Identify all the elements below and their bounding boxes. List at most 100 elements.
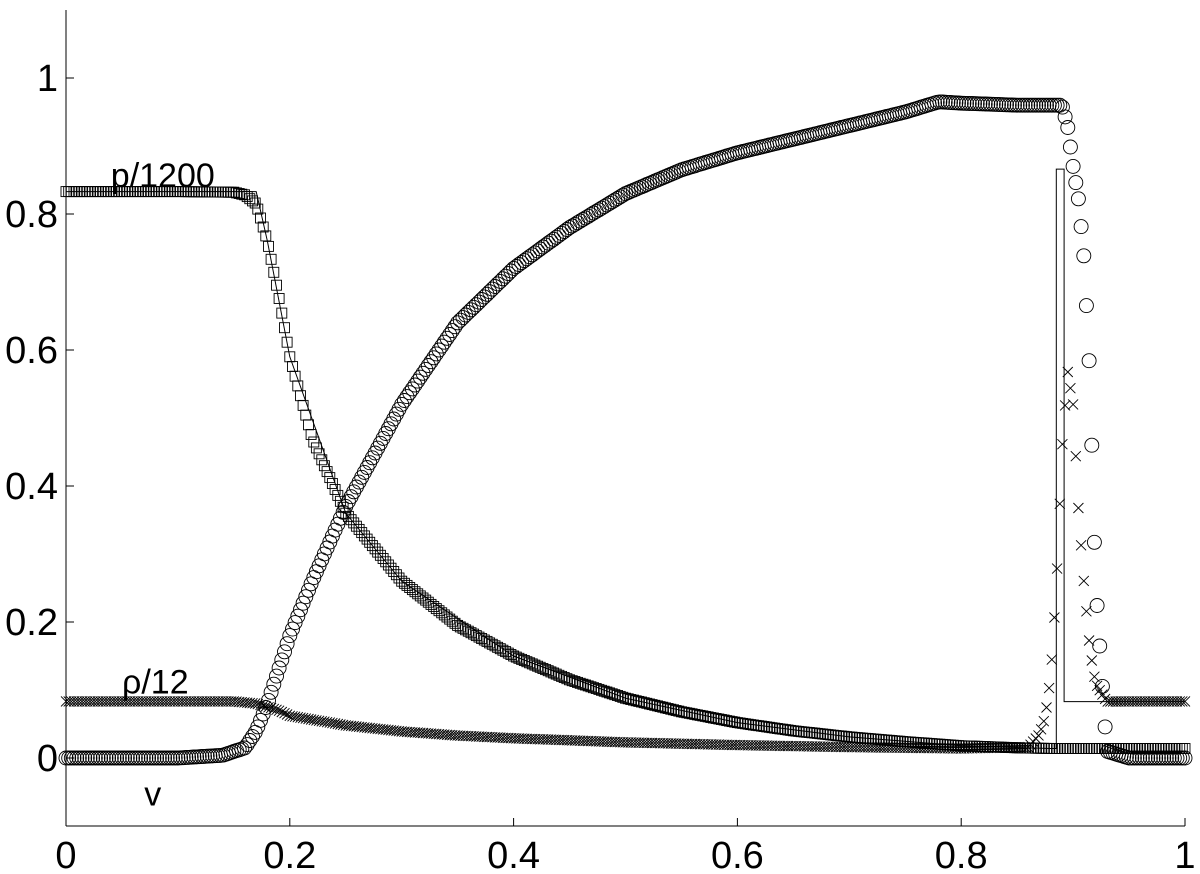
data-point <box>662 738 674 749</box>
data-point <box>263 684 279 700</box>
data-point <box>1161 750 1177 766</box>
data-point <box>159 750 175 766</box>
data-point <box>487 279 503 294</box>
data-point <box>394 396 410 412</box>
data-point <box>897 104 913 120</box>
data-point <box>1089 598 1105 613</box>
data-point <box>878 742 890 753</box>
data-point <box>1057 109 1073 125</box>
data-point <box>465 730 477 742</box>
data-point <box>823 122 839 138</box>
data-point <box>788 131 804 147</box>
data-point <box>97 696 109 707</box>
data-point <box>273 705 285 717</box>
data-point <box>1028 97 1044 113</box>
data-point <box>1142 750 1158 766</box>
data-point <box>149 750 165 766</box>
data-point <box>452 312 468 328</box>
y-tick-label: 0.6 <box>5 330 58 372</box>
data-point <box>420 358 436 373</box>
data-point <box>250 719 266 735</box>
data-point <box>660 737 671 749</box>
data-point <box>657 737 669 749</box>
data-point <box>479 286 495 302</box>
data-point <box>127 750 143 766</box>
data-point <box>492 732 503 743</box>
data-point <box>985 742 996 754</box>
data-point <box>386 411 402 427</box>
y-tick-label: 0.2 <box>5 602 58 644</box>
data-point <box>410 373 426 389</box>
data-point <box>1043 682 1055 694</box>
data-point <box>85 750 101 766</box>
data-point <box>790 740 802 752</box>
data-point <box>81 696 93 707</box>
data-point <box>788 740 799 752</box>
data-point <box>297 399 309 411</box>
data-point <box>422 728 434 739</box>
data-point <box>82 750 98 766</box>
axes <box>65 10 1185 827</box>
annotations: p/1200 ρ/12 v <box>111 157 215 814</box>
data-point <box>761 740 773 751</box>
data-point <box>921 742 932 754</box>
data-point <box>546 231 562 247</box>
data-point <box>865 742 876 753</box>
x-tick-label: 0.2 <box>263 835 316 874</box>
data-point <box>774 740 786 752</box>
data-point <box>530 243 546 259</box>
data-point <box>156 696 168 707</box>
data-point <box>844 117 860 133</box>
data-point <box>1132 750 1148 766</box>
data-point <box>89 696 101 707</box>
data-point <box>188 696 200 707</box>
data-point <box>961 96 977 111</box>
data-point <box>239 737 255 753</box>
data-point <box>809 125 825 141</box>
data-point <box>1038 715 1050 727</box>
x-tick-label: 0.8 <box>935 835 988 874</box>
data-point <box>295 595 311 611</box>
data-point <box>649 737 661 749</box>
data-point <box>506 260 522 276</box>
data-point <box>157 750 173 766</box>
data-point <box>646 737 658 749</box>
series-square <box>60 186 1191 754</box>
data-point <box>1057 438 1068 450</box>
series-layer <box>58 94 1193 766</box>
data-point <box>745 141 761 157</box>
data-point <box>253 712 268 728</box>
data-point <box>625 737 637 748</box>
data-point <box>652 737 663 749</box>
data-point <box>255 212 266 224</box>
data-point <box>106 750 122 766</box>
data-point <box>162 750 178 766</box>
data-point <box>889 106 905 122</box>
data-point <box>502 732 514 744</box>
data-point <box>454 730 466 742</box>
data-point <box>780 133 796 148</box>
data-point <box>875 742 887 753</box>
data-point <box>578 210 593 226</box>
data-point <box>641 737 653 749</box>
data-point <box>897 742 908 754</box>
data-point <box>1075 539 1087 551</box>
data-point <box>84 696 96 707</box>
data-point <box>1153 750 1169 766</box>
data-point <box>269 668 284 684</box>
data-point <box>151 696 162 707</box>
data-point <box>923 742 935 754</box>
data-point <box>439 330 455 346</box>
data-point <box>308 436 320 448</box>
data-point <box>282 628 298 644</box>
data-point <box>556 734 567 746</box>
data-point <box>1137 750 1153 766</box>
data-point <box>540 734 551 745</box>
data-point <box>125 750 141 766</box>
data-point <box>860 113 876 129</box>
data-point <box>873 742 884 753</box>
data-point <box>215 696 226 707</box>
data-point <box>90 750 106 766</box>
data-point <box>127 696 138 707</box>
data-point <box>894 742 906 754</box>
